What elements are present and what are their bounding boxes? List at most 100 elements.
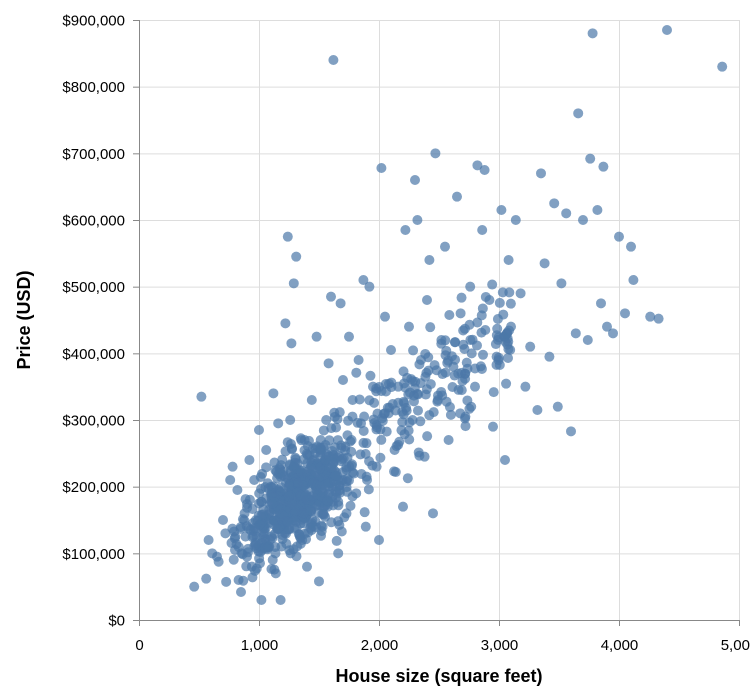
data-point xyxy=(306,395,317,405)
data-point xyxy=(455,408,466,419)
data-point xyxy=(578,215,588,225)
data-point xyxy=(466,348,477,359)
data-point xyxy=(376,386,387,397)
y-tick-label: $900,000 xyxy=(62,13,125,30)
data-point xyxy=(399,378,410,389)
data-point xyxy=(322,495,333,506)
x-tick-label: 0 xyxy=(135,637,143,654)
data-point xyxy=(285,460,296,471)
data-point xyxy=(404,321,414,332)
data-point xyxy=(320,439,331,450)
data-point xyxy=(273,418,284,429)
data-point xyxy=(408,345,419,356)
data-point xyxy=(354,394,365,405)
data-point xyxy=(254,425,264,435)
data-point xyxy=(443,435,454,445)
y-tick-label: $800,000 xyxy=(62,79,125,96)
data-point xyxy=(213,556,224,567)
data-point xyxy=(440,350,451,361)
data-point xyxy=(274,463,285,474)
data-point xyxy=(429,360,440,371)
data-point xyxy=(326,423,337,434)
data-point xyxy=(247,572,258,583)
data-point xyxy=(226,537,237,548)
data-point xyxy=(462,395,473,406)
data-point xyxy=(256,595,267,605)
data-point xyxy=(294,531,305,542)
data-point xyxy=(561,208,572,219)
data-point xyxy=(500,455,510,465)
data-point xyxy=(552,401,563,412)
data-point xyxy=(402,473,413,484)
data-point xyxy=(460,421,471,432)
data-point xyxy=(203,535,214,545)
data-point xyxy=(335,298,346,309)
data-point xyxy=(332,470,343,481)
data-point xyxy=(242,502,253,513)
data-point xyxy=(488,421,498,432)
data-point xyxy=(315,530,326,541)
data-point xyxy=(256,483,267,494)
data-point xyxy=(283,491,294,502)
data-point xyxy=(376,434,387,445)
data-point xyxy=(280,318,291,329)
data-point xyxy=(455,308,466,319)
data-point xyxy=(501,378,512,389)
data-point xyxy=(436,338,447,349)
data-point xyxy=(400,225,411,235)
data-point xyxy=(331,535,342,546)
data-point xyxy=(360,521,371,532)
data-point xyxy=(343,415,354,426)
data-point xyxy=(420,389,431,400)
data-point xyxy=(556,278,567,289)
data-point xyxy=(585,153,596,164)
data-point xyxy=(241,521,252,532)
data-point xyxy=(260,542,271,553)
data-point xyxy=(502,339,513,350)
data-point xyxy=(340,445,351,456)
data-point xyxy=(196,391,207,402)
x-axis-title: House size (square feet) xyxy=(335,666,542,686)
data-point xyxy=(375,452,386,463)
data-point xyxy=(318,508,329,519)
data-point xyxy=(302,561,312,572)
y-tick-label: $600,000 xyxy=(62,213,125,230)
data-point xyxy=(414,450,425,461)
data-point xyxy=(283,524,294,535)
data-point xyxy=(296,435,307,446)
data-point xyxy=(359,507,370,518)
data-point xyxy=(293,477,304,488)
data-point xyxy=(372,408,383,419)
data-point xyxy=(358,425,369,436)
data-point xyxy=(389,466,400,477)
data-point xyxy=(266,564,277,575)
data-point xyxy=(470,381,480,392)
data-point xyxy=(296,467,307,478)
data-point xyxy=(336,526,347,537)
data-point xyxy=(525,341,536,352)
data-point xyxy=(291,251,302,262)
data-point xyxy=(492,323,503,334)
data-point xyxy=(503,352,514,363)
data-point xyxy=(201,573,212,584)
data-point xyxy=(608,328,618,339)
x-tick-label: 5,000 xyxy=(721,637,750,654)
data-point xyxy=(536,168,546,179)
data-point xyxy=(408,390,419,401)
data-point xyxy=(311,331,322,342)
data-point xyxy=(456,385,467,396)
data-point xyxy=(270,548,281,559)
data-point xyxy=(225,475,236,485)
data-point xyxy=(268,388,279,399)
data-point xyxy=(602,321,612,332)
data-point xyxy=(549,198,560,209)
data-point xyxy=(449,337,460,348)
data-point xyxy=(286,443,297,454)
data-point xyxy=(376,163,387,173)
data-point xyxy=(345,500,356,511)
data-point xyxy=(285,415,296,425)
data-point xyxy=(351,367,362,378)
data-point xyxy=(364,281,375,292)
data-point xyxy=(358,275,369,285)
data-point xyxy=(404,417,415,428)
